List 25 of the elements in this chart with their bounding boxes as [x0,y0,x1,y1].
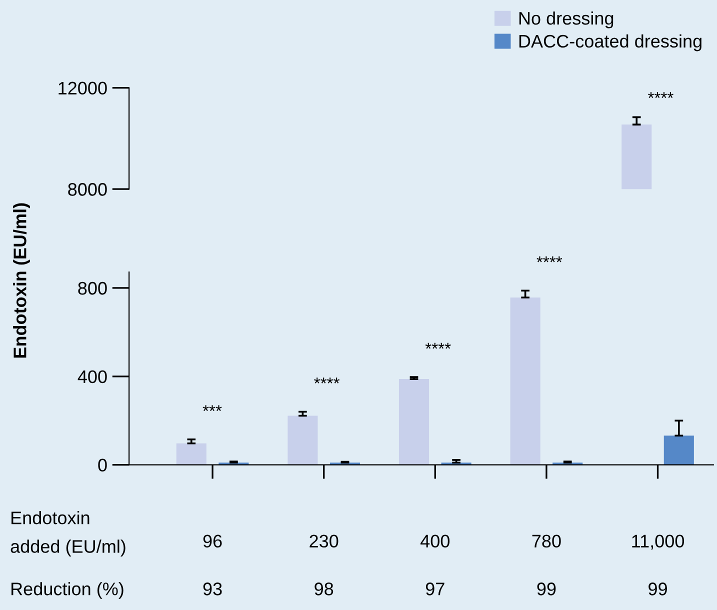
legend-label: DACC-coated dressing [519,34,702,52]
annotation: **** [425,342,451,349]
text: 97 [426,582,444,596]
y-tick-label: 800 [78,282,107,295]
text: 98 [314,582,334,596]
y-tick-label: 0 [98,458,107,472]
x-tick-label: 11,000 [632,534,684,550]
annotation: *** [202,405,222,412]
annotation: **** [648,92,674,98]
text: 99 [648,582,667,596]
text: 99 [537,582,556,596]
text: 93 [203,582,222,596]
legend-label: No dressing [519,11,614,28]
y-axis-title: Endotoxin (EU/ml) [13,203,30,358]
x-axis-title: Endotoxin added (EU/ml) [10,511,126,556]
text: **** [536,256,562,262]
y-tick-label: 12000 [58,82,107,95]
y-tick-label: 8000 [68,183,107,196]
x-tick-label: 780 [532,534,561,548]
x-tick-label: 96 [203,534,222,548]
y-tick-label: 400 [78,370,107,384]
text: Reduction (%) [12,582,124,599]
x-tick-label: 400 [420,534,450,548]
x-tick-label: 230 [310,534,338,548]
annotation: **** [314,378,340,384]
